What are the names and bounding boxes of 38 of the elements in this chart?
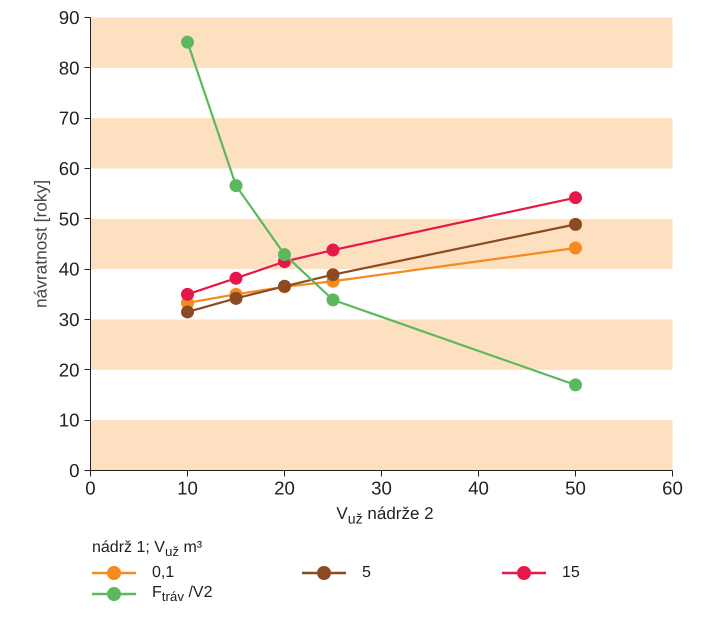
legend-label: 5 xyxy=(362,562,371,583)
y-tick-label: 40 xyxy=(58,258,80,280)
y-axis-title: návratnost [roky] xyxy=(30,180,51,308)
legend-title: nádrž 1; V$_{už}$ m³ xyxy=(92,538,204,561)
y-tick-label: 50 xyxy=(58,208,80,230)
y-tick-label: 70 xyxy=(58,108,80,129)
x-tick-label: 30 xyxy=(371,478,392,498)
x-tick-label: 10 xyxy=(177,478,198,498)
y-tick-label: 0 xyxy=(69,460,80,481)
y-tick-label: 30 xyxy=(58,309,80,330)
y-tick-label: 10 xyxy=(58,410,80,431)
x-axis-title: V$_{už}$ nádrže 2 xyxy=(335,503,435,530)
legend-label: 0,1 xyxy=(152,562,174,583)
x-tick-label: 60 xyxy=(662,478,683,498)
x-tick-label: 50 xyxy=(565,478,586,498)
y-tick-label: 90 xyxy=(58,7,80,28)
legend-label: F$_{tráv}$ /V2 xyxy=(152,582,212,606)
point xyxy=(569,242,582,255)
point xyxy=(569,191,582,204)
point xyxy=(569,218,582,231)
point xyxy=(326,268,340,282)
point xyxy=(230,179,242,192)
legend-label: 15 xyxy=(562,562,580,583)
point xyxy=(181,36,194,49)
x-tick-label: 40 xyxy=(468,478,489,498)
point xyxy=(181,288,194,301)
point xyxy=(181,305,194,318)
x-tick-label: 20 xyxy=(274,478,295,498)
y-tick-label: 60 xyxy=(58,158,80,179)
point xyxy=(230,272,242,285)
y-tick-label: 20 xyxy=(58,359,80,380)
x-tick-label: 0 xyxy=(85,478,96,498)
point xyxy=(326,293,340,306)
point xyxy=(230,292,242,305)
point xyxy=(326,244,340,257)
y-tick-label: 80 xyxy=(58,57,80,78)
point xyxy=(278,248,291,262)
point xyxy=(569,378,582,392)
